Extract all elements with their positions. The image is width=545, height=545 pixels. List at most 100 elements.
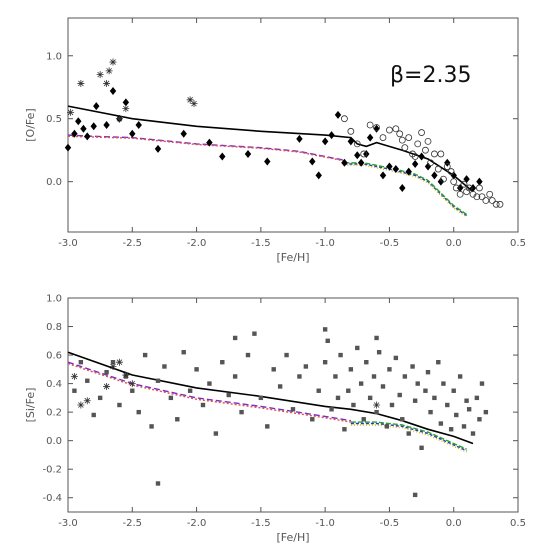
square-point: [284, 352, 289, 358]
data-points: [64, 58, 504, 208]
circle-point: [424, 137, 432, 145]
square-point: [220, 360, 225, 365]
circle-point: [418, 129, 425, 136]
diamond-point: [264, 157, 271, 166]
square-point: [265, 424, 270, 429]
square-point: [117, 402, 122, 408]
square-point: [438, 421, 444, 426]
square-point: [358, 381, 364, 386]
square-point: [338, 352, 343, 358]
asterisk-point: [109, 362, 117, 370]
y-tick-label: 0.8: [46, 322, 62, 333]
square-point: [149, 424, 154, 429]
circle-point: [482, 197, 490, 204]
circle-point: [396, 130, 404, 138]
diamond-point: [334, 110, 342, 119]
square-point: [142, 352, 148, 358]
square-point: [104, 369, 109, 375]
square-point: [303, 364, 309, 369]
circle-point: [353, 140, 361, 148]
square-point: [397, 392, 402, 398]
beta-annotation: β=2.35: [390, 63, 471, 88]
square-point: [423, 388, 428, 393]
asterisk-point: [109, 58, 117, 66]
square-point: [97, 395, 103, 401]
asterisk-point: [77, 401, 85, 409]
square-point: [346, 388, 351, 393]
square-point: [361, 417, 366, 422]
diamond-point: [109, 87, 117, 96]
diamond-point: [357, 158, 365, 167]
y-tick-label: 0.0: [46, 177, 62, 188]
diamond-point: [64, 143, 72, 152]
diamond-point: [122, 98, 130, 107]
square-point: [454, 412, 459, 418]
square-point: [316, 388, 321, 393]
circle-point: [401, 144, 409, 152]
diamond-point: [103, 121, 110, 129]
circle-point: [478, 193, 486, 201]
y-tick-label: 1.0: [46, 51, 62, 62]
square-point: [415, 381, 420, 386]
diamond-point: [411, 160, 419, 169]
model-curve: [344, 162, 467, 215]
square-point: [181, 350, 186, 355]
x-tick-label: -2.0: [187, 518, 207, 529]
circle-point: [373, 124, 380, 131]
square-point: [376, 350, 382, 355]
diamond-point: [418, 152, 425, 161]
square-point: [322, 327, 328, 332]
diamond-point: [347, 137, 355, 146]
square-point: [445, 402, 450, 408]
square-point: [91, 412, 96, 418]
square-point: [374, 409, 379, 415]
square-point: [245, 352, 251, 358]
diamond-point: [386, 162, 393, 171]
circle-point: [456, 190, 464, 198]
asterisk-point: [70, 372, 78, 380]
x-tick-label: 0.5: [510, 238, 526, 249]
diamond-point: [296, 134, 303, 143]
diamond-point: [431, 171, 438, 180]
asterisk-point: [83, 397, 91, 405]
diamond-point: [135, 121, 142, 129]
diamond-point: [129, 129, 136, 138]
square-point: [187, 388, 193, 393]
square-point: [232, 335, 238, 341]
diamond-point: [93, 102, 100, 111]
square-point: [412, 398, 418, 403]
square-point: [232, 374, 238, 379]
asterisk-point: [190, 100, 198, 108]
square-point: [72, 388, 77, 393]
diamond-point: [363, 149, 370, 158]
square-point: [448, 427, 454, 432]
square-point: [271, 367, 276, 372]
diamond-point: [437, 177, 445, 186]
square-point: [329, 407, 334, 412]
axes: -3.0 -2.5 -2.0 -1.5 -1.0 -0.5 0.0 0.5 0.0 0.5 1.0: [46, 18, 526, 249]
circle-point: [347, 127, 355, 135]
square-point: [464, 398, 469, 403]
diamond-point: [244, 149, 252, 158]
x-tick-label: -2.0: [187, 238, 207, 249]
circle-point: [398, 136, 406, 144]
plot-frame: [67, 297, 519, 513]
square-point: [155, 378, 161, 383]
diamond-point: [463, 175, 470, 184]
square-point: [355, 345, 360, 351]
asterisk-point: [96, 71, 104, 79]
square-point: [412, 492, 418, 498]
y-axis-label: [Si/Fe]: [24, 388, 37, 423]
circle-point: [405, 134, 413, 141]
model-curve: [67, 134, 345, 161]
y-tick-label: 1.0: [46, 294, 62, 305]
square-point: [322, 360, 328, 365]
circle-point: [392, 125, 400, 133]
circle-point: [473, 193, 481, 201]
square-point: [451, 388, 456, 393]
diamond-point: [154, 144, 162, 153]
square-point: [78, 360, 84, 365]
x-tick-label: -3.0: [58, 518, 78, 529]
circle-point: [476, 184, 483, 192]
diamond-point: [321, 137, 329, 146]
